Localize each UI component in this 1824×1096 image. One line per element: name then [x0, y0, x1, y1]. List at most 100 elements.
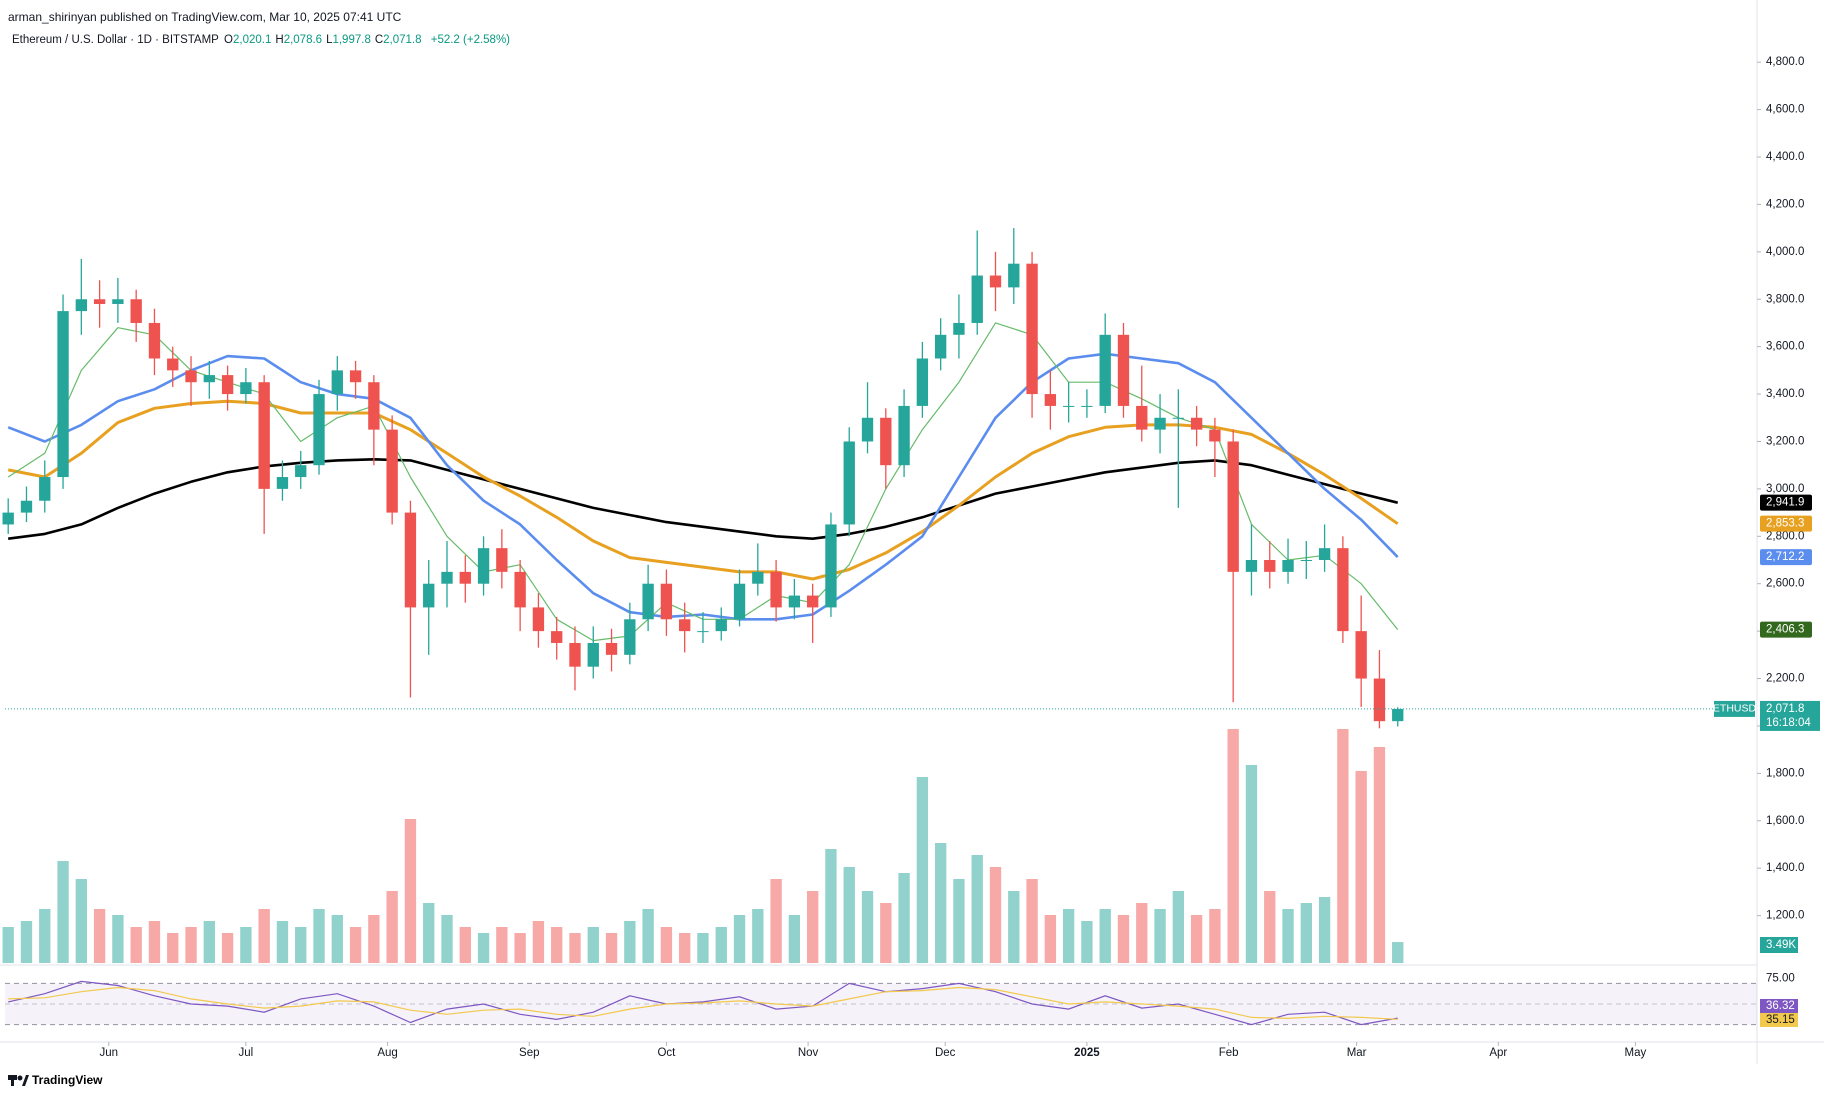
candle-body	[642, 583, 654, 620]
x-tick-label: Nov	[798, 1047, 819, 1059]
price-box	[1760, 700, 1820, 731]
volume-bar	[1008, 891, 1020, 963]
ohlc-value: 2,078.6	[283, 34, 323, 46]
candle-body	[788, 595, 801, 608]
volume-bar	[532, 921, 545, 963]
volume-bar	[898, 873, 910, 963]
candle-body	[39, 477, 51, 501]
ohlc-value: 1,997.8	[332, 34, 371, 46]
candle-body	[203, 375, 215, 383]
volume-bar	[331, 915, 343, 963]
candle-body	[1227, 441, 1239, 572]
candle-body	[148, 322, 161, 359]
rsi-tick-label: 75.00	[1766, 972, 1795, 984]
candle-body	[57, 311, 69, 478]
candle-body	[130, 299, 142, 323]
volume-bar	[971, 855, 983, 963]
volume-bar	[624, 921, 636, 963]
candle-body	[386, 429, 398, 513]
y-tick-label: 3,400.0	[1766, 388, 1804, 400]
candle-body	[404, 512, 417, 608]
candle-body	[569, 642, 581, 667]
candle-body	[605, 642, 618, 655]
candle-body	[989, 275, 1002, 288]
ohlc-key: L	[326, 34, 333, 46]
x-tick-label: 2025	[1074, 1047, 1100, 1059]
rsi-value-box	[1760, 999, 1798, 1013]
volume-bar	[642, 909, 654, 963]
candle-body	[1282, 560, 1294, 572]
volume-bar	[697, 933, 709, 963]
candle-body	[423, 583, 435, 608]
moving-average	[7, 352, 1399, 621]
volume-bar	[587, 927, 599, 963]
volume-bar	[148, 921, 161, 963]
y-tick-label: 3,800.0	[1766, 293, 1804, 305]
candle-body	[1044, 394, 1057, 406]
volume-bar	[569, 933, 581, 963]
volume-bar	[551, 927, 563, 963]
volume-bar	[1136, 903, 1148, 963]
volume-bar	[368, 915, 380, 963]
volume-bar	[221, 933, 234, 963]
candle-body	[1245, 560, 1258, 572]
candle-body	[861, 417, 874, 442]
y-tick-label: 4,400.0	[1766, 151, 1804, 163]
volume-bar	[1282, 909, 1294, 963]
y-tick-label: 2,800.0	[1766, 530, 1804, 542]
candle-body	[441, 571, 453, 584]
x-tick-label: Jul	[239, 1047, 254, 1059]
ma-value-label: 2,941.9	[1766, 497, 1804, 509]
x-tick-label: Aug	[377, 1047, 397, 1059]
candle-body	[349, 370, 362, 383]
candle-body	[971, 275, 983, 323]
volume-bar	[167, 933, 179, 963]
volume-bar	[386, 891, 398, 963]
candle-body	[587, 642, 599, 667]
candle-body	[167, 358, 179, 371]
candle-body	[295, 465, 307, 478]
candle-body	[1355, 631, 1367, 679]
volume-bar	[75, 879, 88, 963]
candle-body	[624, 619, 636, 655]
volume-bar	[1172, 891, 1185, 963]
symbol-box	[1714, 700, 1755, 717]
x-tick-label: Jun	[99, 1047, 118, 1059]
candle-body	[1209, 429, 1221, 442]
volume-bar	[953, 879, 965, 963]
ohlc-value: 2,020.1	[233, 34, 272, 46]
ma-value-box	[1760, 494, 1812, 511]
y-tick-label: 1,800.0	[1766, 767, 1804, 779]
candle-body	[898, 405, 910, 466]
volume-bar	[916, 777, 929, 963]
volume-bar	[788, 915, 801, 963]
volume-bar	[843, 867, 855, 963]
ohlc-key: O	[224, 34, 233, 46]
volume-bar	[93, 909, 106, 963]
candle-body	[1264, 560, 1276, 572]
y-tick-label: 1,200.0	[1766, 910, 1804, 922]
candle-body	[660, 583, 673, 620]
volume-bar	[203, 921, 215, 963]
y-tick-label: 2,200.0	[1766, 673, 1804, 685]
volume-bar	[477, 933, 490, 963]
ma-value-label: 2,712.2	[1766, 551, 1804, 563]
candle-body	[185, 370, 197, 383]
candle-body	[1117, 334, 1130, 406]
candle-body	[916, 358, 929, 406]
candle-body	[934, 334, 947, 359]
rsi-value-label: 36.32	[1766, 1000, 1795, 1012]
candle-body	[1392, 708, 1404, 722]
candle-body	[20, 500, 33, 513]
volume-bar	[1081, 921, 1093, 963]
candle-body	[1318, 548, 1331, 561]
volume-bar	[1392, 942, 1404, 963]
candle-body	[1026, 263, 1038, 395]
volume-bar	[20, 921, 33, 963]
volume-layer	[2, 729, 1404, 963]
ma-value-box	[1760, 549, 1812, 566]
candle-body	[221, 375, 234, 395]
volume-label: 3.49K	[1766, 939, 1796, 951]
candle-body	[1081, 405, 1093, 407]
